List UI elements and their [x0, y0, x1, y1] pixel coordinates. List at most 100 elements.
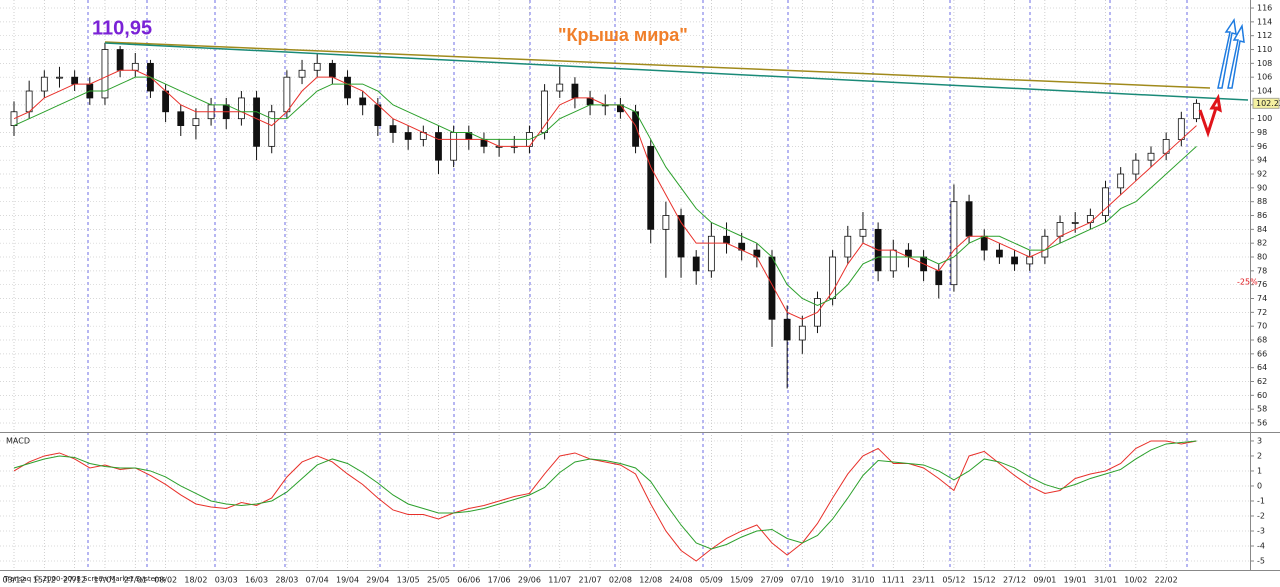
y-tick-label: 74: [1257, 294, 1267, 303]
y-tick-label: 58: [1257, 405, 1267, 414]
x-tick-label: 31/01: [1094, 576, 1117, 585]
y-tick-label: 2: [1257, 451, 1262, 460]
y-tick-label: 66: [1257, 349, 1267, 358]
candle-body: [1177, 118, 1185, 140]
candle-body: [950, 201, 958, 286]
candle-body: [116, 49, 124, 71]
candle-body: [25, 90, 33, 113]
x-tick-label: 07/04: [306, 576, 329, 585]
candle-body: [404, 132, 412, 140]
candle-body: [1086, 215, 1094, 223]
x-tick-label: 16/03: [245, 576, 268, 585]
x-tick-label: 17/06: [488, 576, 511, 585]
candle-body: [1071, 222, 1079, 224]
up-arrow: [1227, 23, 1245, 89]
y-tick-label: 84: [1257, 225, 1267, 234]
candle-body: [965, 201, 973, 237]
candle-body: [677, 215, 685, 258]
x-tick-label: 27/12: [1003, 576, 1026, 585]
x-tick-label: 05/09: [700, 576, 723, 585]
y-tick-label: 110: [1257, 45, 1272, 54]
candle-body: [359, 97, 367, 106]
candle-body: [556, 83, 564, 92]
up-arrow: [1217, 17, 1237, 89]
x-tick-label: 24/08: [670, 576, 693, 585]
candle-body: [1102, 187, 1109, 216]
x-tick-label: 23/11: [912, 576, 935, 585]
y-tick-label: 1: [1257, 466, 1262, 475]
candle-body: [692, 256, 700, 272]
y-tick-label: 106: [1257, 73, 1272, 82]
x-tick-label: 27/12: [63, 576, 86, 585]
x-tick-label: 28/03: [275, 576, 298, 585]
candle-body: [71, 76, 79, 85]
candle-body: [313, 62, 321, 71]
x-tick-label: 29/04: [366, 576, 389, 585]
x-tick-label: 10/02: [1124, 576, 1147, 585]
last-price-label: 102.22: [1256, 99, 1280, 108]
x-tick-label: 03/12: [2, 576, 25, 585]
y-tick-label: 114: [1257, 17, 1272, 26]
y-tick-label: 82: [1257, 239, 1267, 248]
candle-body: [131, 62, 139, 71]
candle-body: [344, 76, 351, 99]
x-tick-label: 06/06: [457, 576, 480, 585]
candle-body: [1193, 102, 1200, 120]
candle-body: [1041, 235, 1049, 258]
x-tick-label: 19/01: [1064, 576, 1087, 585]
annotation: -25%: [1237, 278, 1258, 287]
candle-body: [56, 76, 63, 79]
candle-body: [859, 228, 867, 237]
y-tick-label: 76: [1257, 280, 1267, 289]
candle-body: [40, 76, 48, 92]
y-tick-label: 72: [1257, 308, 1267, 317]
y-tick-label: 90: [1257, 183, 1267, 192]
candle-body: [268, 111, 276, 147]
x-tick-label: 07/10: [791, 576, 814, 585]
candle-body: [1132, 159, 1140, 175]
trend-line: [104, 41, 1211, 89]
candle-body: [192, 118, 200, 127]
x-tick-label: 11/07: [548, 576, 571, 585]
x-tick-label: 09/01: [1033, 576, 1056, 585]
y-tick-label: 112: [1257, 31, 1272, 40]
y-tick-label: 60: [1257, 391, 1267, 400]
macd-line: [13, 440, 1197, 562]
moving-average-line: [13, 76, 1197, 306]
x-tick-label: 11/11: [882, 576, 905, 585]
y-tick-label: 92: [1257, 170, 1267, 179]
x-tick-label: 08/02: [154, 576, 177, 585]
annotation: 110,95: [92, 17, 152, 39]
candle-body: [1056, 222, 1064, 237]
y-tick-label: 86: [1257, 211, 1267, 220]
y-tick-label: 3: [1257, 436, 1262, 445]
y-tick-label: 68: [1257, 336, 1267, 345]
x-tick-label: 19/04: [336, 576, 359, 585]
x-tick-label: 31/10: [851, 576, 874, 585]
panel-title: MACD: [6, 437, 30, 446]
x-tick-label: 29/06: [518, 576, 541, 585]
candle-body: [283, 76, 291, 113]
trend-line: [104, 42, 1249, 101]
candle-body: [889, 249, 897, 272]
y-tick-label: 62: [1257, 377, 1267, 386]
candle-body: [162, 90, 170, 113]
y-tick-label: 96: [1257, 142, 1267, 151]
candle-body: [996, 249, 1003, 258]
x-tick-label: 27/01: [124, 576, 147, 585]
y-tick-label: -2: [1257, 511, 1265, 520]
x-tick-label: 13/05: [397, 576, 420, 585]
candle-body: [571, 83, 579, 99]
candle-body: [328, 62, 336, 78]
candle-body: [783, 318, 791, 341]
y-tick-label: -1: [1257, 496, 1265, 505]
candle-body: [101, 49, 109, 99]
candle-body: [237, 97, 245, 120]
y-tick-label: -5: [1257, 556, 1265, 565]
x-tick-label: 27/09: [760, 576, 783, 585]
candle-body: [844, 235, 852, 258]
x-tick-label: 19/10: [821, 576, 844, 585]
x-tick-label: 15/09: [730, 576, 753, 585]
y-tick-label: 56: [1257, 419, 1267, 428]
